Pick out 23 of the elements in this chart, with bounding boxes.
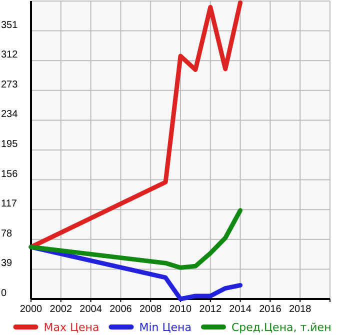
y-tick-label: 0: [1, 288, 7, 299]
y-tick-label: 156: [1, 168, 18, 180]
legend-label: Max Цена: [44, 320, 100, 334]
y-tick-label: 78: [1, 228, 13, 240]
y-tick-label: 351: [1, 20, 18, 31]
x-tick-label: 2002: [50, 304, 72, 316]
y-tick-label: 234: [1, 109, 18, 120]
legend-label: Сред.Цена, т.йен: [231, 320, 332, 334]
x-tick-label: 2000: [20, 304, 43, 316]
y-tick-label: 273: [1, 79, 18, 90]
y-tick-label: 195: [1, 139, 18, 150]
x-tick-label: 2014: [229, 304, 252, 316]
x-tick-label: 2004: [80, 304, 102, 316]
y-tick-label: 117: [1, 198, 18, 210]
y-tick-label: 39: [1, 258, 13, 270]
legend-label: Min Цена: [139, 320, 192, 334]
x-tick-label: 2006: [110, 304, 132, 316]
y-tick-label: 312: [1, 50, 18, 61]
x-tick-label: 2018: [288, 304, 312, 316]
x-tick-label: 2010: [169, 304, 192, 316]
x-tick-label: 2008: [139, 304, 162, 316]
x-tick-label: 2016: [259, 304, 282, 316]
x-tick-label: 2012: [199, 304, 222, 316]
